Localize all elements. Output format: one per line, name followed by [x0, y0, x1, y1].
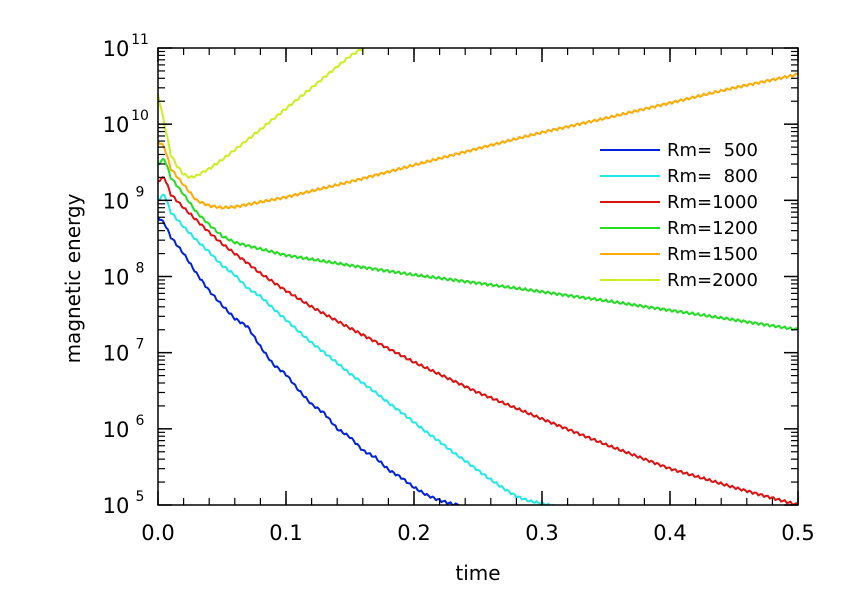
- legend-label: Rm=1000: [667, 192, 758, 213]
- series-line-2: [158, 193, 556, 505]
- legend-item: Rm= 800: [600, 166, 758, 187]
- y-tick-exponent: 11: [131, 32, 149, 48]
- y-tick-base: 10: [103, 494, 130, 518]
- y-tick-label: 10 11: [103, 32, 149, 61]
- series-line-6: [158, 48, 364, 179]
- legend-item: Rm=1200: [600, 218, 758, 239]
- y-tick-exponent: 5: [136, 489, 145, 505]
- y-tick-base: 10: [103, 189, 130, 213]
- y-axis-label: magnetic energy: [61, 193, 85, 363]
- legend-item: Rm= 500: [600, 140, 758, 161]
- y-tick-base: 10: [103, 342, 130, 366]
- x-tick-label: 0.1: [269, 521, 302, 545]
- series-line-5: [158, 72, 798, 210]
- legend-label: Rm=2000: [667, 270, 758, 291]
- x-tick-label: 0.4: [653, 521, 686, 545]
- series-line-3: [158, 176, 798, 505]
- x-axis-label: time: [455, 561, 500, 585]
- x-tick-label: 0.5: [781, 521, 814, 545]
- x-tick-label: 0.2: [397, 521, 430, 545]
- y-tick-base: 10: [103, 418, 130, 442]
- y-tick-label: 10 9: [103, 184, 145, 213]
- x-axis: 0.0 0.1 0.2 0.3 0.4 0.5: [141, 48, 815, 545]
- y-tick-exponent: 7: [136, 337, 145, 353]
- legend-item: Rm=1000: [600, 192, 758, 213]
- y-tick-label: 10 5: [103, 489, 145, 518]
- y-tick-exponent: 9: [136, 184, 145, 200]
- series-line-4: [158, 158, 798, 331]
- y-tick-base: 10: [103, 37, 130, 61]
- series-line-1: [158, 216, 460, 505]
- y-tick-base: 10: [103, 113, 130, 137]
- legend-label: Rm= 500: [667, 140, 758, 161]
- legend-label: Rm= 800: [667, 166, 758, 187]
- y-tick-label: 10 6: [103, 413, 145, 442]
- legend-item: Rm=2000: [600, 270, 758, 291]
- legend-label: Rm=1200: [667, 218, 758, 239]
- y-tick-base: 10: [103, 266, 130, 290]
- y-tick-exponent: 10: [131, 108, 149, 124]
- y-tick-label: 10 7: [103, 337, 145, 366]
- x-tick-label: 0.3: [525, 521, 558, 545]
- y-tick-label: 10 8: [103, 261, 145, 290]
- series-layer: [158, 48, 798, 505]
- legend: Rm= 500 Rm= 800 Rm=1000 Rm=1200 Rm=1500 Rm=20…: [600, 140, 758, 291]
- y-tick-exponent: 6: [136, 413, 145, 429]
- x-tick-label: 0.0: [141, 521, 174, 545]
- legend-label: Rm=1500: [667, 244, 758, 265]
- y-tick-exponent: 8: [136, 261, 145, 277]
- y-tick-label: 10 10: [103, 108, 149, 137]
- legend-item: Rm=1500: [600, 244, 758, 265]
